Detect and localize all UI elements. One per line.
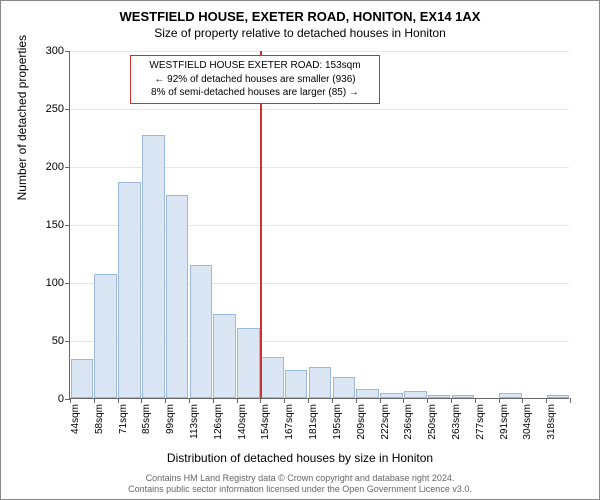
xtick-mark [260, 398, 261, 403]
histogram-bar [356, 389, 379, 398]
x-axis-title: Distribution of detached houses by size … [1, 451, 599, 465]
xtick-label: 58sqm [94, 404, 105, 434]
xtick-mark [237, 398, 238, 403]
callout-line-1: WESTFIELD HOUSE EXETER ROAD: 153sqm [137, 59, 373, 73]
histogram-bar [71, 359, 94, 398]
chart-title: WESTFIELD HOUSE, EXETER ROAD, HONITON, E… [1, 1, 599, 24]
xtick-label: 222sqm [380, 404, 391, 440]
xtick-label: 44sqm [70, 404, 81, 434]
xtick-mark [94, 398, 95, 403]
xtick-mark [427, 398, 428, 403]
xtick-mark [570, 398, 571, 403]
callout-line-3: 8% of semi-detached houses are larger (8… [137, 86, 373, 100]
xtick-mark [546, 398, 547, 403]
xtick-label: 167sqm [284, 404, 295, 440]
ytick-label: 100 [46, 277, 70, 289]
ytick-label: 0 [58, 393, 70, 405]
ytick-label: 300 [46, 45, 70, 57]
histogram-bar [118, 182, 141, 398]
histogram-bar [428, 395, 451, 398]
plot-area: 05010015020025030044sqm58sqm71sqm85sqm99… [69, 51, 569, 399]
histogram-bar [547, 395, 570, 398]
xtick-label: 263sqm [451, 404, 462, 440]
attribution-line-1: Contains HM Land Registry data © Crown c… [1, 473, 599, 484]
y-axis-title: Number of detached properties [15, 35, 29, 200]
ytick-label: 200 [46, 161, 70, 173]
xtick-label: 277sqm [475, 404, 486, 440]
xtick-mark [499, 398, 500, 403]
xtick-mark [189, 398, 190, 403]
xtick-label: 113sqm [189, 404, 200, 439]
xtick-label: 140sqm [237, 404, 248, 440]
xtick-label: 126sqm [213, 404, 224, 440]
ytick-label: 150 [46, 219, 70, 231]
callout-line-2: ← 92% of detached houses are smaller (93… [137, 73, 373, 87]
xtick-mark [70, 398, 71, 403]
xtick-mark [213, 398, 214, 403]
xtick-label: 304sqm [522, 404, 533, 440]
xtick-mark [475, 398, 476, 403]
xtick-label: 154sqm [260, 404, 271, 440]
histogram-bar [380, 393, 403, 398]
histogram-bar [309, 367, 332, 398]
gridline [70, 109, 569, 110]
ytick-label: 50 [52, 335, 70, 347]
histogram-bar [94, 274, 117, 398]
histogram-bar [237, 328, 260, 398]
chart-subtitle: Size of property relative to detached ho… [1, 24, 599, 40]
xtick-label: 85sqm [141, 404, 152, 434]
xtick-label: 236sqm [403, 404, 414, 440]
xtick-mark [380, 398, 381, 403]
xtick-label: 250sqm [427, 404, 438, 440]
histogram-bar [452, 395, 475, 398]
histogram-bar [166, 195, 189, 398]
histogram-bar [285, 370, 308, 398]
xtick-mark [284, 398, 285, 403]
xtick-label: 181sqm [308, 404, 319, 440]
xtick-label: 71sqm [118, 404, 129, 434]
xtick-mark [308, 398, 309, 403]
histogram-bar [190, 265, 213, 398]
xtick-mark [522, 398, 523, 403]
xtick-mark [165, 398, 166, 403]
xtick-label: 209sqm [356, 404, 367, 440]
xtick-label: 195sqm [332, 404, 343, 440]
attribution-line-2: Contains public sector information licen… [1, 484, 599, 495]
xtick-label: 291sqm [499, 404, 510, 440]
histogram-bar [142, 135, 165, 398]
xtick-mark [118, 398, 119, 403]
xtick-label: 318sqm [546, 404, 557, 440]
chart-container: WESTFIELD HOUSE, EXETER ROAD, HONITON, E… [0, 0, 600, 500]
xtick-mark [356, 398, 357, 403]
xtick-mark [403, 398, 404, 403]
xtick-mark [141, 398, 142, 403]
histogram-bar [213, 314, 236, 398]
ytick-label: 250 [46, 103, 70, 115]
xtick-mark [451, 398, 452, 403]
attribution: Contains HM Land Registry data © Crown c… [1, 473, 599, 496]
xtick-label: 99sqm [165, 404, 176, 434]
histogram-bar [261, 357, 284, 398]
histogram-bar [404, 391, 427, 398]
histogram-bar [333, 377, 356, 398]
xtick-mark [332, 398, 333, 403]
gridline [70, 51, 569, 52]
marker-callout: WESTFIELD HOUSE EXETER ROAD: 153sqm ← 92… [130, 55, 380, 104]
histogram-bar [499, 393, 522, 398]
